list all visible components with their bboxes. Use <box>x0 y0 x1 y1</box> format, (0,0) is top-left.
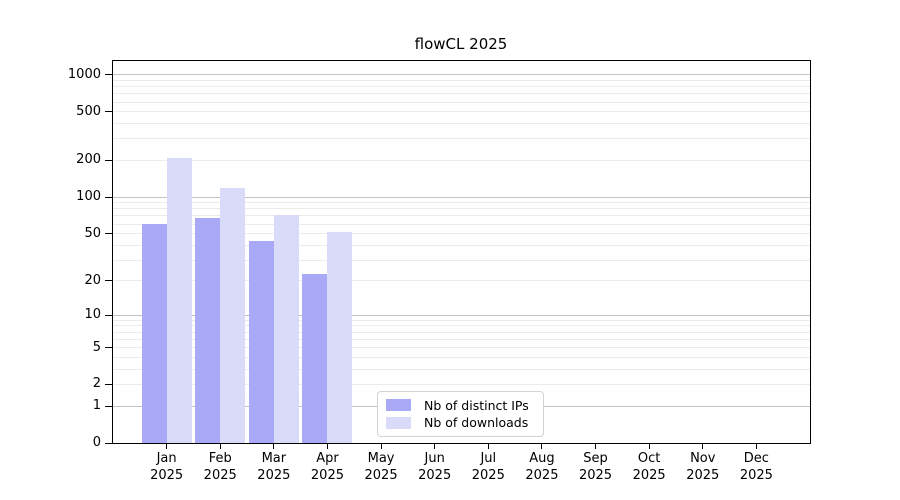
y-tick-mark <box>105 347 112 349</box>
y-tick-label-1: 1 <box>92 398 101 414</box>
gridline-minor <box>113 80 810 82</box>
bar-feb-distinct-ips <box>195 218 221 443</box>
bar-mar-distinct-ips <box>248 241 274 443</box>
x-tick-mark <box>434 444 436 449</box>
gridline-minor <box>113 259 810 261</box>
chart-title: flowCL 2025 <box>414 35 508 53</box>
legend-row-distinct-ips: Nb of distinct IPs <box>386 398 535 413</box>
y-tick-mark <box>105 442 112 444</box>
bar-mar-downloads <box>273 215 299 443</box>
y-tick-mark <box>105 405 112 407</box>
gridline-minor <box>113 223 810 225</box>
gridline-minor <box>113 347 810 349</box>
bar-feb-downloads <box>220 187 246 443</box>
x-tick-mark <box>326 444 328 449</box>
gridline-minor <box>113 101 810 103</box>
x-tick-mark <box>541 444 543 449</box>
x-tick-mark <box>166 444 168 449</box>
gridline-major <box>113 74 810 76</box>
x-tick-mark <box>219 444 221 449</box>
gridline-minor <box>113 93 810 95</box>
x-tick-label-jun: Jun 2025 <box>418 451 452 483</box>
y-tick-mark <box>105 159 112 161</box>
y-tick-mark <box>105 280 112 282</box>
x-tick-mark <box>755 444 757 449</box>
x-tick-label-dec: Dec 2025 <box>739 451 773 483</box>
legend-label-distinct-ips: Nb of distinct IPs <box>424 397 529 413</box>
gridline-minor <box>113 159 810 161</box>
y-tick-mark <box>105 196 112 198</box>
plot-area: Nb of distinct IPs Nb of downloads <box>112 60 811 444</box>
legend-label-downloads: Nb of downloads <box>424 415 529 431</box>
x-tick-label-aug: Aug 2025 <box>525 451 559 483</box>
y-tick-label-500: 500 <box>76 103 101 119</box>
y-tick-label-10: 10 <box>84 307 101 323</box>
gridline-minor <box>113 138 810 140</box>
bar-apr-distinct-ips <box>302 273 328 443</box>
y-tick-mark <box>105 74 112 76</box>
legend-swatch-downloads-icon <box>386 416 411 429</box>
gridline-minor <box>113 368 810 370</box>
gridline-minor <box>113 111 810 113</box>
legend-swatch-distinct-ips-icon <box>386 399 411 412</box>
gridline-major <box>113 196 810 198</box>
x-tick-label-nov: Nov 2025 <box>686 451 720 483</box>
gridline-minor <box>113 244 810 246</box>
y-tick-mark <box>105 314 112 316</box>
x-tick-label-sep: Sep 2025 <box>578 451 613 483</box>
gridline-minor <box>113 123 810 125</box>
gridline-minor <box>113 280 810 282</box>
x-tick-label-may: May 2025 <box>364 451 398 483</box>
x-tick-mark <box>273 444 275 449</box>
x-tick-label-oct: Oct 2025 <box>632 451 666 483</box>
gridline-minor <box>113 208 810 210</box>
y-tick-label-0: 0 <box>92 435 101 450</box>
bar-jan-distinct-ips <box>141 224 167 443</box>
x-tick-label-jul: Jul 2025 <box>471 451 505 483</box>
x-tick-mark <box>648 444 650 449</box>
y-tick-label-2: 2 <box>92 376 101 392</box>
y-tick-label-100: 100 <box>76 189 101 205</box>
gridlines-layer <box>113 61 810 443</box>
x-tick-mark <box>595 444 597 449</box>
gridline-minor <box>113 383 810 385</box>
legend-row-downloads: Nb of downloads <box>386 415 535 430</box>
y-tick-mark <box>105 383 112 385</box>
gridline-minor <box>113 356 810 358</box>
bar-apr-downloads <box>327 231 353 443</box>
y-tick-label-5: 5 <box>92 339 101 355</box>
gridline-minor <box>113 233 810 235</box>
gridline-minor <box>113 325 810 327</box>
legend: Nb of distinct IPs Nb of downloads <box>377 391 544 437</box>
x-tick-label-jan: Jan 2025 <box>150 451 184 483</box>
x-tick-label-feb: Feb 2025 <box>203 451 237 483</box>
y-tick-label-1000: 1000 <box>67 66 101 82</box>
gridline-minor <box>113 331 810 333</box>
x-tick-label-mar: Mar 2025 <box>257 451 291 483</box>
gridline-minor <box>113 319 810 321</box>
gridline-minor <box>113 202 810 204</box>
gridline-minor <box>113 215 810 217</box>
bars-layer <box>113 61 810 443</box>
y-tick-mark <box>105 111 112 113</box>
x-tick-mark <box>487 444 489 449</box>
y-tick-mark <box>105 233 112 235</box>
x-tick-mark <box>380 444 382 449</box>
gridline-minor <box>113 86 810 88</box>
x-tick-label-apr: Apr 2025 <box>310 451 344 483</box>
y-tick-label-50: 50 <box>84 225 101 241</box>
y-tick-label-20: 20 <box>84 272 101 288</box>
bar-jan-downloads <box>166 157 192 443</box>
gridline-major <box>113 314 810 316</box>
y-tick-label-200: 200 <box>76 152 101 168</box>
gridline-minor <box>113 338 810 340</box>
x-tick-mark <box>702 444 704 449</box>
